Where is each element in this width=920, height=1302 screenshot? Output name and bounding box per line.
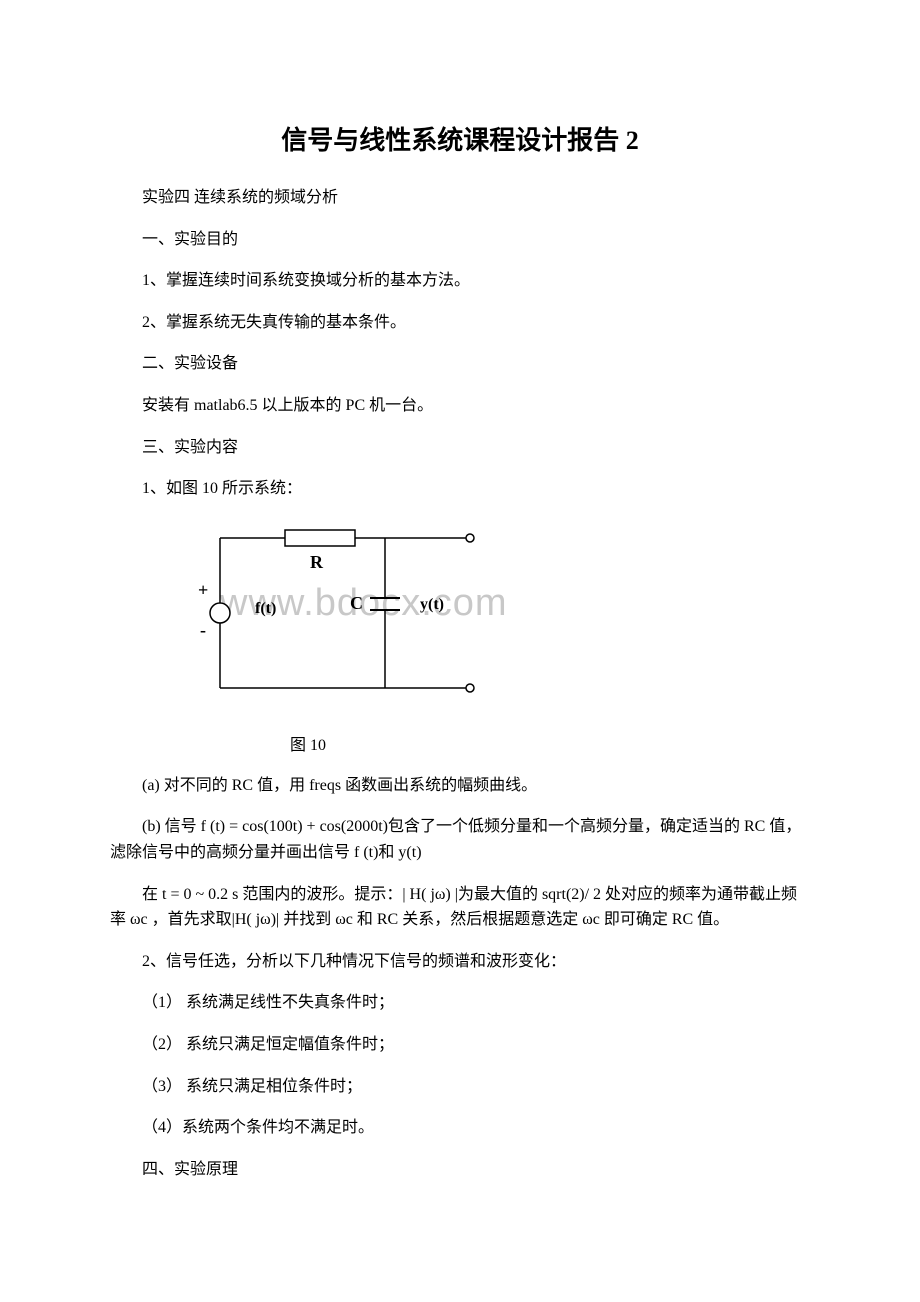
paragraph: （4）系统两个条件均不满足时。 — [110, 1115, 810, 1141]
paragraph: 实验四 连续系统的频域分析 — [110, 185, 810, 211]
paragraph: 四、实验原理 — [110, 1157, 810, 1183]
paragraph: (a) 对不同的 RC 值，用 freqs 函数画出系统的幅频曲线。 — [110, 773, 810, 799]
paragraph: （2） 系统只满足恒定幅值条件时； — [110, 1032, 810, 1058]
paragraph: 在 t = 0 ~ 0.2 s 范围内的波形。提示：| H( jω) |为最大值… — [110, 882, 810, 933]
paragraph: 1、如图 10 所示系统： — [110, 476, 810, 502]
figure-caption: 图 10 — [290, 731, 810, 755]
paragraph: 一、实验目的 — [110, 227, 810, 253]
paragraph: 2、掌握系统无失真传输的基本条件。 — [110, 310, 810, 336]
label-minus: - — [200, 620, 206, 640]
document-content: 信号与线性系统课程设计报告 2 实验四 连续系统的频域分析 一、实验目的 1、掌… — [110, 120, 810, 1182]
label-plus: + — [198, 580, 208, 600]
paragraph: 2、信号任选，分析以下几种情况下信号的频谱和波形变化： — [110, 949, 810, 975]
paragraph: （1） 系统满足线性不失真条件时； — [110, 990, 810, 1016]
paragraph: 三、实验内容 — [110, 435, 810, 461]
label-ft: f(t) — [255, 600, 276, 617]
paragraph: 二、实验设备 — [110, 351, 810, 377]
label-C: C — [350, 593, 363, 613]
paragraph: （3） 系统只满足相位条件时； — [110, 1074, 810, 1100]
circuit-diagram: R C f(t) y(t) + - — [170, 518, 810, 723]
paragraph: (b) 信号 f (t) = cos(100t) + cos(2000t)包含了… — [110, 814, 810, 865]
document-title: 信号与线性系统课程设计报告 2 — [110, 120, 810, 157]
label-R: R — [310, 552, 324, 572]
paragraph: 1、掌握连续时间系统变换域分析的基本方法。 — [110, 268, 810, 294]
paragraph: 安装有 matlab6.5 以上版本的 PC 机一台。 — [110, 393, 810, 419]
label-yt: y(t) — [420, 596, 444, 613]
